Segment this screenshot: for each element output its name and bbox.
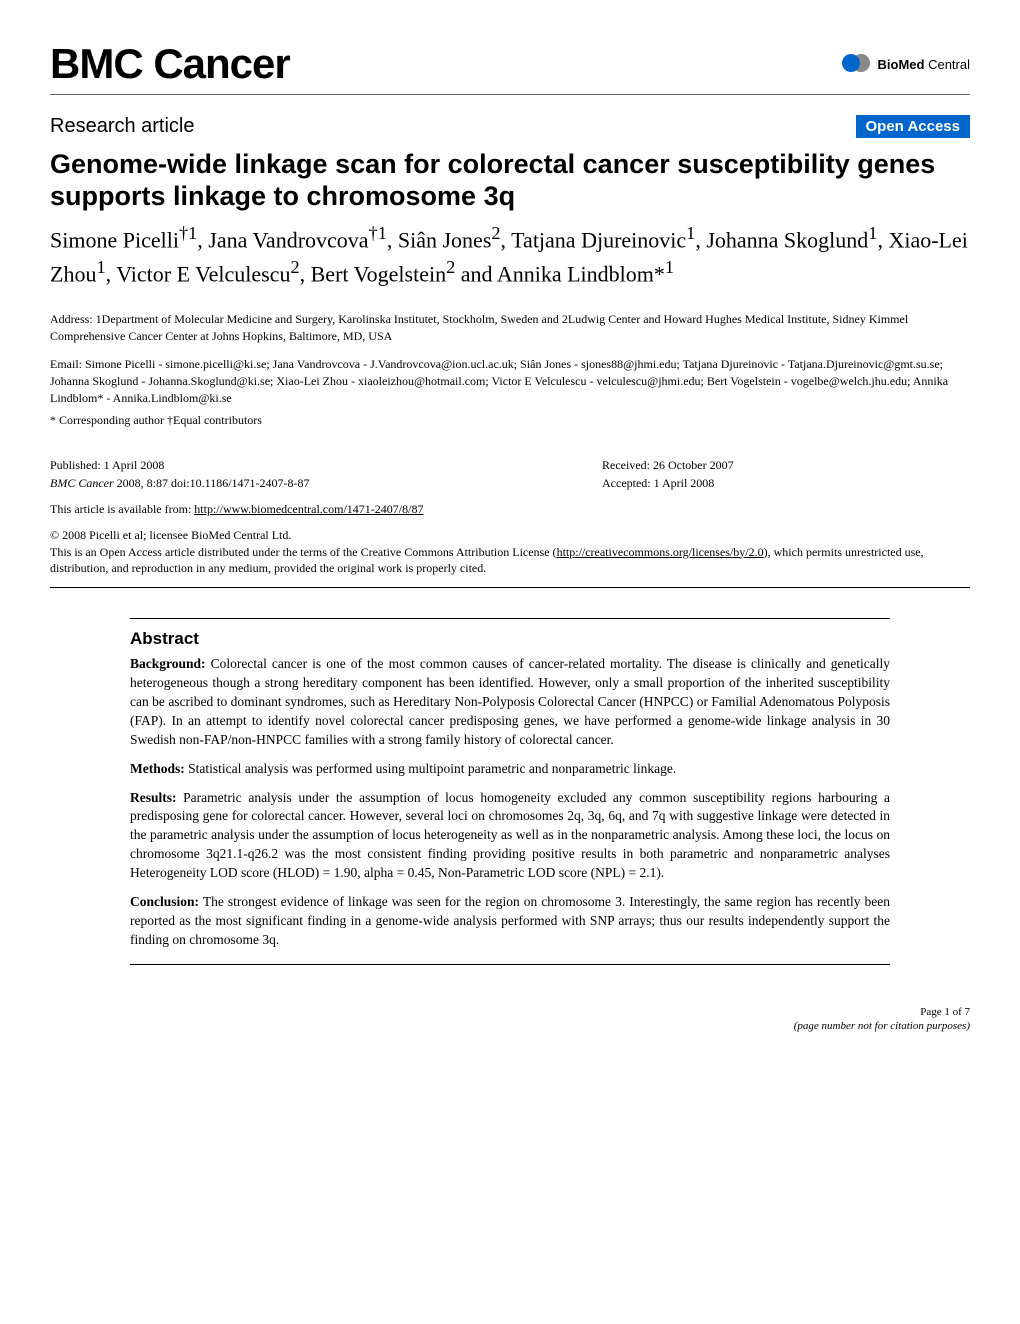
page-number: Page 1 of 7 [50,1005,970,1019]
article-type: Research article [50,115,195,138]
publication-left: Published: 1 April 2008 BMC Cancer 2008,… [50,456,556,492]
open-access-badge: Open Access [856,115,971,138]
citation: BMC Cancer 2008, 8:87 doi:10.1186/1471-2… [50,474,556,492]
authors-list: Simone Picelli†1, Jana Vandrovcova†1, Si… [50,221,970,289]
article-url-link[interactable]: http://www.biomedcentral.com/1471-2407/8… [194,502,423,516]
abstract-results: Results: Parametric analysis under the a… [130,789,890,883]
availability-line: This article is available from: http://w… [50,502,970,517]
received-date: Received: 26 October 2007 [602,456,970,474]
author-emails: Email: Simone Picelli - simone.picelli@k… [50,356,970,406]
copyright-line: © 2008 Picelli et al; licensee BioMed Ce… [50,527,970,544]
license-line: This is an Open Access article distribut… [50,544,970,578]
biomed-circles-icon [842,54,874,74]
published-date: Published: 1 April 2008 [50,456,556,474]
publisher-logo: BioMed Central [842,54,970,74]
publication-info-row: Published: 1 April 2008 BMC Cancer 2008,… [50,456,970,492]
page-header: BMC Cancer BioMed Central [50,40,970,95]
accepted-date: Accepted: 1 April 2008 [602,474,970,492]
page-footer: Page 1 of 7 (page number not for citatio… [50,1005,970,1034]
abstract-section: Abstract Background: Colorectal cancer i… [130,618,890,964]
abstract-conclusion: Conclusion: The strongest evidence of li… [130,893,890,950]
article-title: Genome-wide linkage scan for colorectal … [50,148,970,213]
publisher-name: BioMed Central [878,57,970,72]
publication-right: Received: 26 October 2007 Accepted: 1 Ap… [602,456,970,492]
license-url-link[interactable]: http://creativecommons.org/licenses/by/2… [557,545,764,559]
page-note: (page number not for citation purposes) [50,1019,970,1033]
abstract-methods: Methods: Statistical analysis was perfor… [130,760,890,779]
copyright-block: © 2008 Picelli et al; licensee BioMed Ce… [50,527,970,588]
abstract-heading: Abstract [130,629,890,649]
article-type-row: Research article Open Access [50,115,970,138]
affiliations: Address: 1Department of Molecular Medici… [50,311,970,345]
abstract-background: Background: Colorectal cancer is one of … [130,655,890,749]
author-notes: * Corresponding author †Equal contributo… [50,413,970,428]
journal-name: BMC Cancer [50,40,290,88]
